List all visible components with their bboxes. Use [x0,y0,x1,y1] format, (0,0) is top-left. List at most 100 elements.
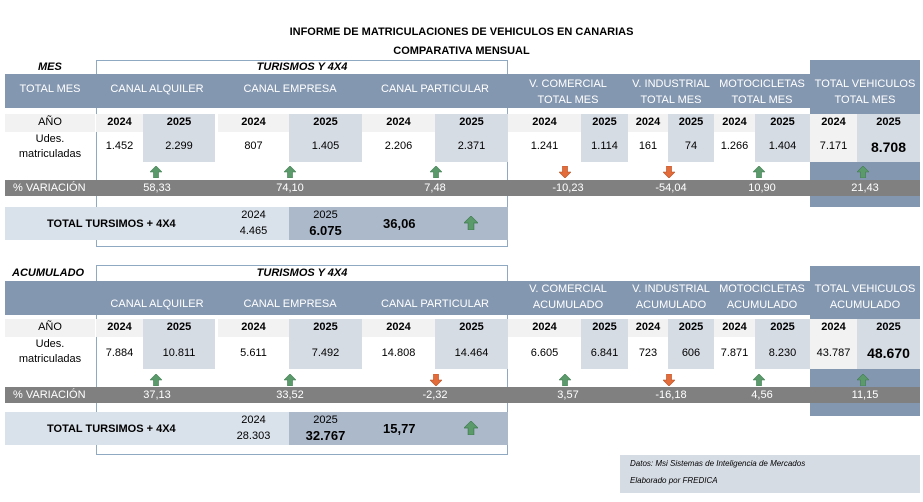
mes-col-comercial: V. COMERCIAL [529,78,607,90]
arrow-down-icon [430,374,442,386]
acu-col-comercial-sub: ACUMULADO [532,299,604,311]
mes-total-turismos-2024: 4.465 [239,225,268,237]
acu-year-2025: 2025 [459,321,484,333]
mes-units-label: Udes. [35,133,65,145]
acu-var-empresa: 33,52 [276,389,304,401]
acu-year-2024: 2024 [722,321,747,333]
acu-alquiler-2025: 10.811 [162,347,196,359]
mes-header-band [5,74,920,108]
acu-alquiler-2024: 7.884 [105,347,134,359]
mes-variation-label: % VARIACIÓN [13,182,86,194]
arrow-up-icon [753,374,765,386]
mes-col-industrial-sub: TOTAL MES [640,94,702,106]
mes-var-industrial: -54,04 [655,182,687,194]
acu-year-2025: 2025 [313,321,338,333]
acu-total-2025: 48.670 [867,345,910,361]
acu-year-2024: 2024 [386,321,411,333]
acu-total-turismos-2024: 28.303 [236,430,271,442]
mes-year-2025: 2025 [876,116,901,128]
acu-col-comercial: V. COMERCIAL [529,283,607,295]
acu-var-comercial: 3,57 [557,389,579,401]
arrow-up-icon [430,166,442,178]
footer-box [620,455,920,493]
acu-year-2024: 2024 [107,321,132,333]
acu-variation-label: % VARIACIÓN [13,389,86,401]
footer-source: Datos: Msi Sistemas de Inteligencia de M… [630,459,806,468]
acu-col-total-sub: ACUMULADO [829,299,901,311]
acu-col-moto: MOTOCICLETAS [719,283,805,295]
arrow-up-icon [464,216,478,230]
acu-col-industrial: V. INDUSTRIAL [632,283,710,295]
mes-section-label: MES [38,61,62,73]
mes-total-2025: 8.708 [870,139,907,155]
mes-total-turismos-year-2025: 2025 [313,209,338,221]
mes-year-2024: 2024 [107,116,132,128]
mes-var-comercial: -10,23 [552,182,584,194]
mes-year-2025: 2025 [459,116,484,128]
mes-col-moto-sub: TOTAL MES [731,94,793,106]
mes-var-total: 21,43 [851,182,879,194]
mes-var-moto: 10,90 [748,182,776,194]
acu-var-industrial: -16,18 [655,389,687,401]
acu-var-particular: -2,32 [422,389,448,401]
mes-year-label: AÑO [38,116,62,128]
mes-year-2024: 2024 [532,116,557,128]
mes-year-2025: 2025 [592,116,617,128]
mes-total-turismos-label: TOTAL TURSIMOS + 4X4 [47,218,176,230]
arrow-up-icon [857,374,869,386]
acu-col-moto-sub: ACUMULADO [726,299,798,311]
mes-total-turismos-year-2024: 2024 [241,209,266,221]
acumulado-section-label: ACUMULADO [12,267,85,279]
mes-year-2025: 2025 [678,116,704,128]
arrow-up-icon [857,166,869,178]
mes-year-2024: 2024 [386,116,411,128]
acu-year-2025: 2025 [166,321,192,333]
mes-col-alquiler: CANAL ALQUILER [110,82,204,95]
mes-col-empresa: CANAL EMPRESA [243,82,337,95]
acumulado-header-band [5,281,920,315]
acu-total-2024: 43.787 [816,347,851,359]
acu-empresa-2024: 5.611 [240,347,267,359]
report-title: INFORME DE MATRICULACIONES DE VEHICULOS … [289,26,634,38]
acu-total-turismos-label: TOTAL TURSIMOS + 4X4 [47,423,176,435]
acu-year-label: AÑO [38,321,62,333]
mes-col-moto: MOTOCICLETAS [719,78,805,90]
mes-col-comercial-sub: TOTAL MES [537,94,599,106]
acu-col-total: TOTAL VEHICULOS [814,283,916,295]
acu-total-turismos-year-2024: 2024 [241,414,266,426]
acu-total-turismos-var: 15,77 [383,421,416,436]
report-subtitle: COMPARATIVA MENSUAL [393,45,530,57]
arrow-down-icon [663,374,675,386]
acu-year-2025: 2025 [592,321,617,333]
arrow-up-icon [150,166,162,178]
mes-col-total-sub: TOTAL MES [834,94,896,106]
acu-col-empresa: CANAL EMPRESA [243,298,337,310]
footer-author: Elaborado por FREDICA [630,476,718,485]
mes-year-2025: 2025 [313,116,338,128]
acu-comercial-2024: 6.605 [530,347,559,359]
mes-alquiler-2025: 2.299 [165,140,193,152]
mes-total-2024: 7.171 [819,140,848,152]
acu-var-moto: 4,56 [751,389,773,401]
acu-year-2025: 2025 [876,321,901,333]
mes-year-2024: 2024 [635,116,661,128]
acu-industrial-2025: 606 [681,347,701,359]
mes-var-empresa: 74,10 [276,182,304,194]
acu-comercial-2025: 6.841 [590,347,619,359]
acu-empresa-2025: 7.492 [311,347,340,359]
mes-moto-2025: 1.404 [768,140,797,152]
mes-industrial-2024: 161 [638,140,658,152]
mes-col-total: TOTAL VEHICULOS [814,78,916,90]
mes-total-turismos-var: 36,06 [383,216,416,231]
mes-industrial-2025: 74 [684,140,698,152]
acu-var-total: 11,15 [851,389,879,401]
mes-year-2024: 2024 [722,116,747,128]
acu-total-turismos-2025: 32.767 [305,428,346,443]
mes-empresa-2025: 1.405 [311,140,340,152]
mes-col-particular: CANAL PARTICULAR [381,82,489,95]
mes-particular-2024: 2.206 [384,140,413,152]
mes-var-particular: 7,48 [424,182,446,194]
acu-col-alquiler: CANAL ALQUILER [110,298,204,310]
mes-var-alquiler: 58,33 [143,182,171,194]
mes-units-label-2: matriculadas [18,148,82,160]
